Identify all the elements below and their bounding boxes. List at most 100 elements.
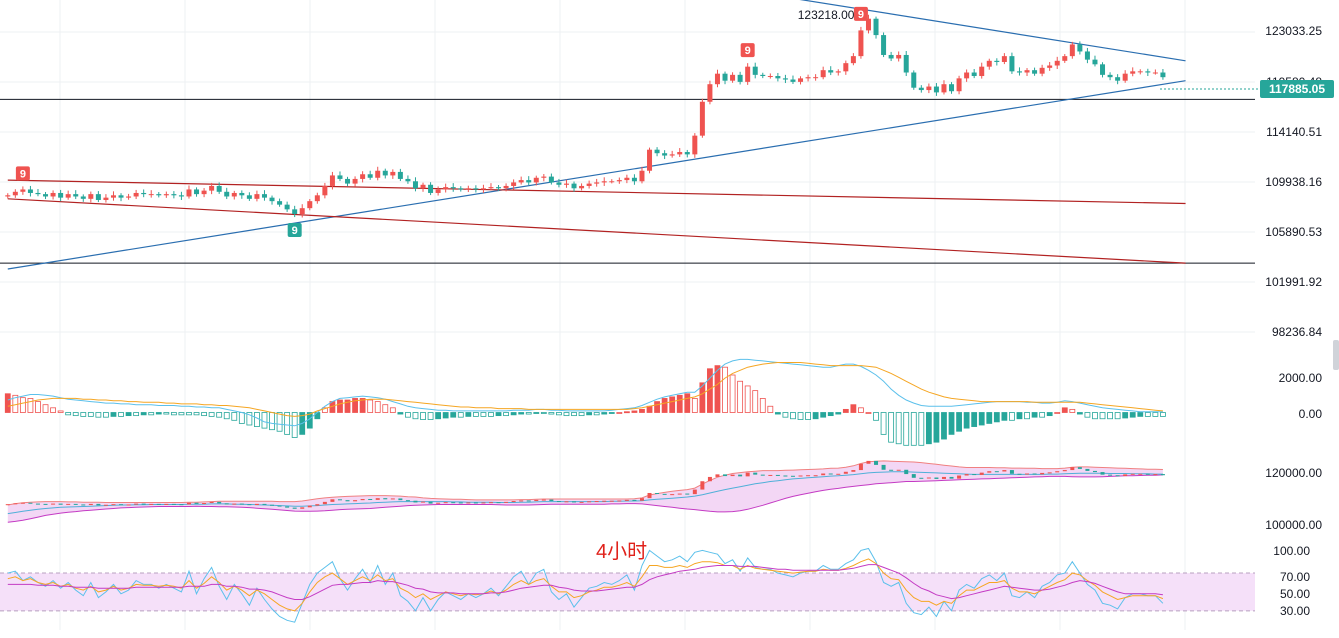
candle[interactable]	[118, 193, 124, 202]
candle[interactable]	[949, 82, 955, 94]
candle[interactable]	[352, 176, 358, 187]
candle[interactable]	[148, 190, 154, 198]
candle[interactable]	[526, 176, 532, 186]
candle[interactable]	[1054, 56, 1060, 69]
candle[interactable]	[654, 147, 660, 157]
candle[interactable]	[835, 69, 841, 76]
candle[interactable]	[571, 181, 577, 192]
candle[interactable]	[435, 186, 441, 196]
candle[interactable]	[1024, 68, 1030, 77]
candle[interactable]	[1039, 64, 1045, 77]
candle[interactable]	[903, 50, 909, 77]
candle[interactable]	[730, 72, 736, 83]
candle[interactable]	[798, 76, 804, 85]
trend-line-ascending-support[interactable]	[7, 80, 1186, 270]
candle[interactable]	[450, 183, 456, 192]
candle[interactable]	[337, 171, 343, 182]
candle[interactable]	[1032, 67, 1038, 76]
td-nine-marker-sell[interactable]: 9	[15, 166, 30, 181]
candle[interactable]	[563, 179, 569, 188]
candle[interactable]	[760, 72, 766, 79]
candle[interactable]	[27, 185, 33, 197]
candle[interactable]	[360, 171, 366, 183]
rsi-pane[interactable]	[0, 547, 1255, 623]
candle[interactable]	[707, 80, 713, 105]
candle[interactable]	[941, 80, 947, 95]
candle[interactable]	[1137, 69, 1143, 75]
candle[interactable]	[284, 201, 290, 212]
candle[interactable]	[1092, 55, 1098, 67]
candle[interactable]	[473, 185, 479, 193]
candle[interactable]	[375, 166, 381, 181]
candle[interactable]	[65, 190, 71, 200]
candle[interactable]	[684, 149, 690, 158]
candle[interactable]	[1122, 70, 1128, 83]
scroll-handle[interactable]	[1333, 340, 1339, 370]
candle[interactable]	[133, 189, 139, 200]
candle[interactable]	[518, 176, 524, 185]
candle[interactable]	[556, 178, 562, 188]
candle[interactable]	[103, 194, 109, 203]
candle[interactable]	[254, 190, 260, 202]
candle[interactable]	[601, 177, 607, 186]
candle[interactable]	[858, 26, 864, 59]
candle[interactable]	[73, 190, 79, 200]
candle[interactable]	[20, 186, 26, 195]
candle[interactable]	[692, 133, 698, 158]
candle[interactable]	[548, 173, 554, 185]
candle[interactable]	[231, 190, 237, 200]
candle[interactable]	[239, 190, 245, 199]
candle[interactable]	[405, 175, 411, 184]
candle[interactable]	[496, 185, 502, 191]
candle[interactable]	[639, 166, 645, 184]
candle[interactable]	[95, 191, 101, 203]
candle[interactable]	[881, 32, 887, 58]
candle[interactable]	[261, 190, 267, 201]
candle[interactable]	[12, 189, 18, 198]
candle[interactable]	[986, 58, 992, 70]
candle[interactable]	[224, 187, 230, 200]
candle[interactable]	[1160, 69, 1166, 80]
candle[interactable]	[1047, 61, 1053, 71]
candle[interactable]	[58, 189, 64, 202]
candle[interactable]	[43, 192, 49, 200]
candle[interactable]	[1016, 67, 1022, 76]
candle[interactable]	[390, 169, 396, 179]
candle[interactable]	[35, 188, 41, 197]
candle[interactable]	[775, 72, 781, 82]
candle[interactable]	[178, 191, 184, 200]
candle[interactable]	[194, 187, 200, 197]
macd-pane[interactable]	[4, 358, 1166, 446]
candle[interactable]	[752, 62, 758, 79]
candle[interactable]	[201, 188, 207, 198]
candle[interactable]	[277, 198, 283, 207]
candle[interactable]	[994, 58, 1000, 66]
candle[interactable]	[1107, 72, 1113, 81]
candle[interactable]	[50, 190, 56, 200]
candle[interactable]	[594, 178, 600, 187]
last-price-tag[interactable]	[1260, 80, 1334, 98]
candle[interactable]	[1115, 74, 1121, 85]
candle[interactable]	[412, 177, 418, 192]
candle[interactable]	[1152, 69, 1158, 75]
candle[interactable]	[156, 192, 162, 198]
candle[interactable]	[647, 147, 653, 174]
price-axis[interactable]: 123033.25 114140.51 109938.16 105890.53 1019…	[1160, 24, 1339, 618]
candle[interactable]	[307, 199, 313, 211]
candle[interactable]	[669, 150, 675, 158]
candle[interactable]	[186, 185, 192, 199]
candle[interactable]	[964, 69, 970, 82]
candle[interactable]	[1062, 54, 1068, 63]
candle[interactable]	[631, 174, 637, 185]
trend-line-upper-descending[interactable]	[627, 0, 1186, 62]
candle[interactable]	[465, 185, 471, 193]
candle[interactable]	[865, 14, 871, 34]
candle[interactable]	[918, 85, 924, 93]
candle[interactable]	[722, 71, 728, 85]
candle[interactable]	[322, 182, 328, 199]
candle[interactable]	[926, 83, 932, 94]
candle[interactable]	[828, 66, 834, 76]
candle[interactable]	[586, 180, 592, 189]
candle[interactable]	[126, 193, 132, 200]
candle[interactable]	[767, 73, 773, 79]
